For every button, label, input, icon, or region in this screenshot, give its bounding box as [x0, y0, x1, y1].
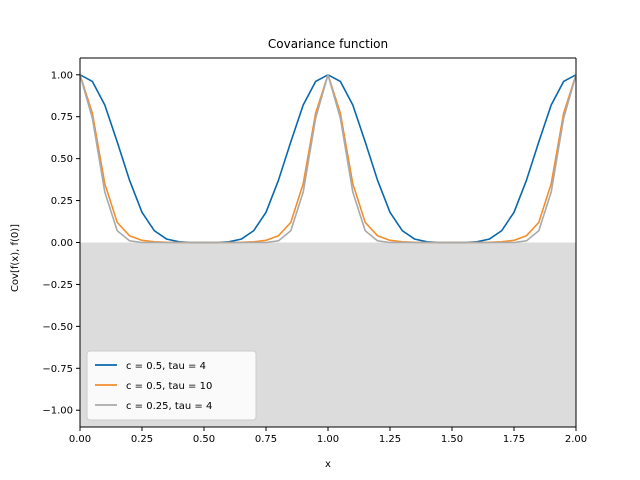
x-tick-label: 1.00 [317, 434, 339, 445]
legend-box [86, 350, 257, 421]
axes-frame-layer [79, 57, 577, 428]
y-tick-label: 1.00 [51, 70, 73, 81]
legend-label-2: c = 0.5, tau = 10 [126, 381, 212, 392]
x-tick-label: 0.00 [69, 434, 91, 445]
x-axis-label: x [325, 459, 331, 470]
x-tick-label: 2.00 [565, 434, 587, 445]
y-ticks-layer: −1.00 −0.75 −0.50 −0.25 0.00 0.25 0.50 0.75 1.00 [42, 70, 80, 417]
series-line-3 [80, 73, 576, 244]
y-tick-label: −0.25 [42, 280, 73, 291]
y-tick-label: 0.25 [51, 196, 73, 207]
x-tick-label: 1.25 [379, 434, 401, 445]
y-tick-label: 0.00 [51, 238, 73, 249]
x-tick-label: 0.50 [193, 434, 215, 445]
legend-label-3: c = 0.25, tau = 4 [126, 401, 212, 412]
x-tick-label: 1.75 [503, 434, 525, 445]
y-tick-label: 0.75 [51, 112, 73, 123]
x-tick-label: 1.50 [441, 434, 463, 445]
chart-title: Covariance function [268, 37, 388, 51]
legend: c = 0.5, tau = 4 c = 0.5, tau = 10 c = 0.2… [86, 350, 257, 421]
x-ticks-layer: 0.00 0.25 0.50 0.75 1.00 1.25 1.50 1.75 2.00 [69, 427, 587, 445]
x-tick-label: 0.75 [255, 434, 277, 445]
y-axis-label: Cov[f(x), f(0)] [10, 224, 21, 292]
series-lines-layer [80, 73, 576, 244]
x-tick-label: 0.25 [131, 434, 153, 445]
legend-label-1: c = 0.5, tau = 4 [126, 361, 206, 372]
y-tick-label: −0.75 [42, 364, 73, 375]
y-tick-label: 0.50 [51, 154, 73, 165]
y-tick-label: −1.00 [42, 406, 73, 417]
y-tick-label: −0.50 [42, 322, 73, 333]
